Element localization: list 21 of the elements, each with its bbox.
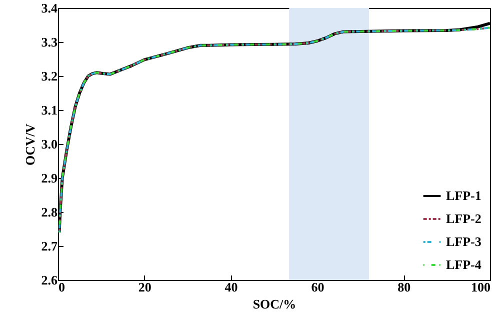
x-tick-label: 0 bbox=[58, 280, 65, 294]
x-tick-label: 60 bbox=[311, 280, 324, 294]
y-tick-label: 3.2 bbox=[41, 68, 58, 84]
y-tick-label: 3.4 bbox=[41, 0, 58, 16]
y-tick-label: 3.0 bbox=[41, 136, 58, 152]
y-tick-label: 2.7 bbox=[41, 238, 58, 254]
legend-label: LFP-4 bbox=[446, 257, 482, 272]
y-axis-title: OCV/V bbox=[22, 122, 38, 166]
x-axis-title: SOC/% bbox=[252, 296, 296, 312]
x-tick-label: 40 bbox=[224, 280, 238, 294]
y-tick-label: 3.3 bbox=[41, 34, 58, 50]
y-tick-label: 2.6 bbox=[41, 272, 58, 288]
x-tick-label: 80 bbox=[398, 280, 411, 294]
y-tick-label: 2.9 bbox=[41, 170, 58, 186]
x-tick-label: 20 bbox=[138, 280, 152, 294]
y-tick-label: 3.1 bbox=[41, 102, 58, 118]
x-tick-label: 100 bbox=[471, 280, 490, 294]
legend-label: LFP-3 bbox=[446, 234, 482, 249]
legend-label: LFP-1 bbox=[446, 188, 482, 203]
legend-label: LFP-2 bbox=[446, 211, 482, 226]
y-tick-label: 2.8 bbox=[41, 204, 58, 220]
